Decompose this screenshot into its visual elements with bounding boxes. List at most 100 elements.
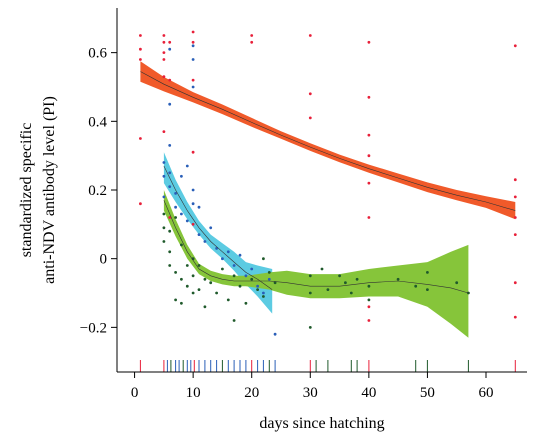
rug-marks — [139, 360, 516, 372]
data-point — [191, 85, 195, 89]
data-point — [244, 274, 248, 278]
data-point — [513, 195, 517, 199]
data-point — [209, 281, 213, 285]
data-point — [232, 319, 236, 322]
data-point — [168, 229, 172, 233]
data-point — [162, 58, 166, 61]
data-point — [250, 34, 254, 37]
data-point — [180, 212, 183, 216]
data-point — [414, 284, 418, 288]
data-point — [367, 133, 371, 137]
data-point — [162, 40, 166, 44]
data-point — [513, 178, 517, 182]
data-point — [221, 257, 224, 261]
fit-line-0 — [140, 71, 516, 211]
data-point — [191, 58, 195, 61]
y-ticks: 0.6 0.4 0.2 0 −0.2 — [80, 46, 117, 336]
data-point — [367, 319, 371, 322]
data-point — [308, 274, 312, 278]
y-tick-label: −0.2 — [80, 320, 107, 336]
data-point — [262, 295, 265, 298]
data-point — [180, 243, 183, 247]
confidence-band-0 — [140, 61, 516, 220]
data-point — [168, 216, 172, 219]
data-point — [191, 188, 195, 192]
data-point — [180, 174, 183, 178]
confidence-band-1 — [163, 152, 273, 314]
y-tick-label: 0 — [100, 252, 108, 268]
data-point — [232, 274, 236, 278]
data-point — [191, 274, 195, 278]
data-point — [185, 284, 189, 288]
y-axis-label: standardized specific anti-NDV antibody … — [18, 96, 58, 284]
data-point — [168, 102, 172, 106]
data-point — [180, 301, 183, 305]
data-point — [221, 267, 224, 271]
data-point — [168, 40, 172, 44]
data-point — [238, 253, 242, 257]
data-point — [250, 277, 254, 281]
data-point — [162, 174, 166, 178]
data-point — [203, 305, 207, 309]
data-point — [326, 288, 330, 291]
fit-line-2 — [163, 200, 469, 294]
x-tick-label: 0 — [131, 385, 139, 401]
x-tick-label: 50 — [420, 385, 435, 401]
data-point — [308, 326, 312, 329]
data-point — [367, 95, 371, 99]
data-point — [250, 40, 254, 44]
data-point — [168, 144, 172, 147]
data-point — [308, 291, 312, 295]
data-point — [197, 288, 201, 291]
data-point — [349, 291, 353, 295]
fitted-lines — [140, 71, 516, 294]
x-tick-label: 10 — [186, 385, 201, 401]
data-point — [197, 233, 201, 237]
data-point — [338, 274, 341, 278]
y-axis-label-line-2: anti-NDV antibody level (PI) — [41, 96, 58, 284]
data-point — [455, 281, 459, 285]
fit-line-1 — [163, 165, 273, 290]
data-point — [174, 205, 178, 209]
data-point — [367, 284, 371, 288]
data-point — [174, 271, 178, 274]
data-point — [203, 240, 207, 243]
data-point — [367, 154, 371, 158]
data-point — [256, 288, 259, 291]
data-point — [174, 298, 178, 302]
data-point — [162, 240, 166, 243]
data-point — [267, 271, 271, 274]
data-point — [168, 47, 172, 51]
data-point — [191, 291, 195, 295]
data-point — [256, 284, 259, 288]
data-point — [320, 267, 324, 271]
data-point — [273, 332, 277, 336]
data-point — [162, 161, 166, 164]
data-point — [162, 130, 166, 134]
x-tick-label: 40 — [361, 385, 376, 401]
data-point — [162, 226, 166, 230]
data-point — [203, 277, 207, 281]
x-ticks: 0 10 20 30 40 50 60 — [131, 372, 494, 401]
data-point — [209, 226, 213, 230]
data-point — [197, 264, 201, 267]
data-point — [168, 185, 172, 189]
data-point — [308, 92, 312, 96]
x-axis-label: days since hatching — [259, 415, 384, 432]
data-point — [238, 284, 242, 288]
data-point — [513, 44, 517, 48]
y-tick-label: 0.4 — [88, 114, 107, 130]
data-point — [139, 202, 142, 206]
data-point — [513, 315, 517, 319]
data-point — [168, 250, 172, 254]
data-point — [162, 34, 166, 37]
data-point — [344, 281, 347, 285]
data-point — [262, 291, 265, 295]
x-tick-label: 30 — [303, 385, 318, 401]
data-point — [513, 216, 517, 219]
data-point — [162, 195, 166, 199]
data-point — [185, 164, 189, 168]
data-point — [273, 281, 277, 285]
data-point — [244, 301, 248, 305]
